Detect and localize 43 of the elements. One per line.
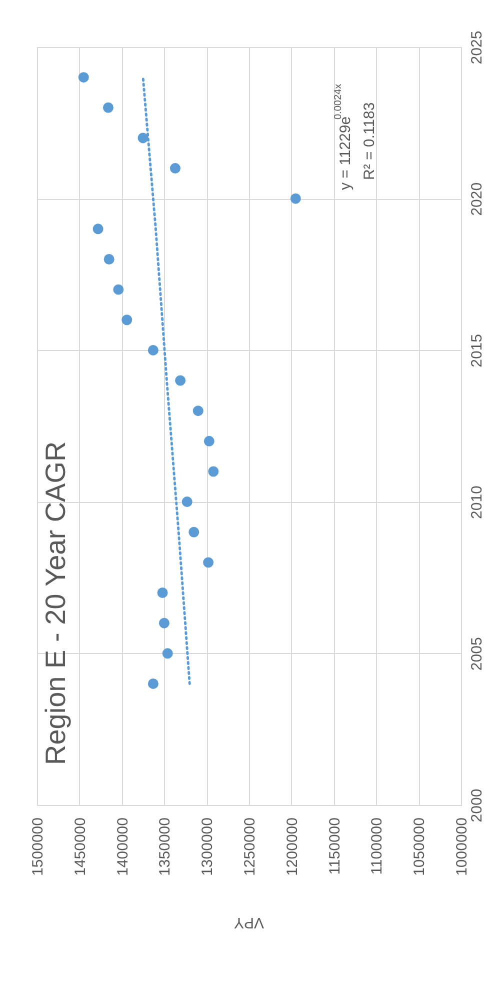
x-axis-title: VPY: [234, 914, 264, 931]
point: [203, 557, 214, 568]
point: [157, 588, 168, 598]
annotation: R² = 0.1183: [361, 102, 378, 180]
x-tick-label: 1400000: [114, 818, 132, 876]
point: [188, 526, 200, 538]
point: [170, 163, 180, 174]
y-tick-label: 2000: [468, 788, 486, 822]
point: [204, 436, 214, 446]
x-tick-label: 1100000: [368, 818, 386, 875]
y-tick-label: 2020: [468, 182, 486, 216]
point: [290, 193, 301, 204]
x-tick-label: 1450000: [72, 818, 89, 876]
line-series: [142, 76, 191, 685]
x-tick-label: 1500000: [30, 818, 46, 876]
point: [158, 618, 170, 628]
point: [148, 678, 158, 689]
point: [104, 254, 114, 264]
point: [102, 102, 114, 113]
point: [78, 72, 89, 83]
text: Region E - 20 Year CAGR: [40, 441, 71, 765]
point: [192, 406, 204, 416]
point: [122, 314, 132, 326]
point: [175, 375, 186, 386]
x-tick-label: 1350000: [156, 818, 174, 876]
y-tick-label: 2005: [468, 637, 486, 671]
point: [148, 344, 158, 356]
y-tick-label: 2025: [468, 30, 486, 64]
x-tick-label: 1250000: [242, 818, 258, 876]
y-tick-label: 2010: [468, 486, 486, 519]
point: [182, 496, 192, 508]
point: [138, 132, 148, 144]
y-tick-label: 2015: [468, 334, 486, 368]
point: [162, 648, 173, 659]
x-tick-label: 1300000: [199, 818, 216, 876]
x-tick-label: 1000000: [454, 818, 470, 876]
point: [92, 224, 104, 234]
x-tick-label: 1200000: [284, 818, 301, 876]
annotation: y = 11229e0.0024x: [333, 84, 354, 190]
point: [208, 466, 219, 477]
x-tick-label: 1150000: [326, 818, 344, 875]
x-tick-label: 1050000: [411, 818, 428, 876]
point: [113, 284, 124, 295]
